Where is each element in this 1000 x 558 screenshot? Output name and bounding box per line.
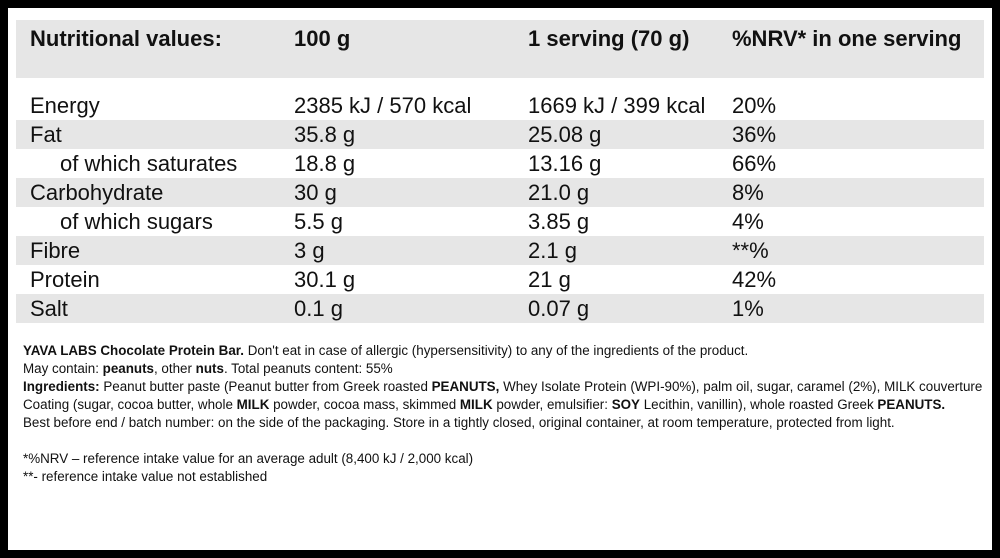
row-serving: 13.16 g	[528, 151, 602, 176]
storage-info: Best before end / batch number: on the s…	[23, 415, 895, 430]
allergen-peanuts: PEANUTS,	[431, 379, 500, 394]
allergen-nuts: nuts	[195, 361, 224, 376]
allergen-milk: MILK	[236, 397, 270, 412]
row-per100: 3 g	[294, 238, 325, 263]
row-name: Fat	[30, 122, 62, 147]
table-row-carbohydrate: Carbohydrate 30 g 21.0 g 8%	[16, 178, 984, 207]
spacer	[23, 432, 983, 450]
header-nutritional-values: Nutritional values:	[30, 26, 222, 51]
row-per100: 0.1 g	[294, 296, 343, 321]
table-header: Nutritional values: 100 g 1 serving (70 …	[16, 20, 984, 78]
label-notes: YAVA LABS Chocolate Protein Bar. Don't e…	[23, 342, 983, 486]
header-nrv: %NRV* in one serving	[732, 26, 962, 51]
row-per100: 5.5 g	[294, 209, 343, 234]
row-serving: 21 g	[528, 267, 571, 292]
ingredients: Ingredients: Peanut butter paste (Peanut…	[23, 378, 983, 414]
nutrition-label: Nutritional values: 100 g 1 serving (70 …	[8, 8, 992, 550]
row-per100: 30 g	[294, 180, 337, 205]
table-row-saturates: of which saturates 18.8 g 13.16 g 66%	[16, 149, 984, 178]
table-row-fibre: Fibre 3 g 2.1 g **%	[16, 236, 984, 265]
row-name: Energy	[30, 93, 100, 118]
row-serving: 3.85 g	[528, 209, 590, 234]
row-nrv: 42%	[732, 267, 777, 292]
row-nrv: 1%	[732, 296, 764, 321]
row-nrv: **%	[732, 238, 769, 263]
ingredients-text: powder, cocoa mass, skimmed	[269, 397, 460, 412]
row-per100: 18.8 g	[294, 151, 356, 176]
row-serving: 0.07 g	[528, 296, 590, 321]
row-nrv: 36%	[732, 122, 777, 147]
row-serving: 25.08 g	[528, 122, 602, 147]
row-name: Carbohydrate	[30, 180, 164, 205]
ingredients-text: Whey Isolate Protein (WPI-90%), palm oil…	[23, 379, 983, 412]
product-line: YAVA LABS Chocolate Protein Bar. Don't e…	[23, 342, 983, 360]
ingredients-text: Lecithin, vanillin), whole roasted Greek	[639, 397, 878, 412]
may-contain-prefix: May contain:	[23, 361, 103, 376]
footnote-nrv: *%NRV – reference intake value for an av…	[23, 451, 474, 466]
row-nrv: 8%	[732, 180, 764, 205]
row-serving: 21.0 g	[528, 180, 590, 205]
footnote-not-established: **- reference intake value not establish…	[23, 469, 268, 484]
row-name: Fibre	[30, 238, 81, 263]
table-row-salt: Salt 0.1 g 0.07 g 1%	[16, 294, 984, 323]
table-row-protein: Protein 30.1 g 21 g 42%	[16, 265, 984, 294]
table-gap	[16, 78, 984, 91]
product-name: YAVA LABS Chocolate Protein Bar.	[23, 343, 244, 358]
row-nrv: 4%	[732, 209, 764, 234]
nutrition-table: Nutritional values: 100 g 1 serving (70 …	[16, 20, 984, 323]
allergy-warning: Don't eat in case of allergic (hypersens…	[244, 343, 749, 358]
row-serving: 2.1 g	[528, 238, 577, 263]
row-per100: 2385 kJ / 570 kcal	[294, 93, 472, 118]
ingredients-text: powder, emulsifier:	[492, 397, 612, 412]
may-contain-line: May contain: peanuts, other nuts. Total …	[23, 360, 983, 378]
ingredients-label: Ingredients:	[23, 379, 100, 394]
header-100g: 100 g	[294, 26, 351, 51]
allergen-peanuts: PEANUTS.	[877, 397, 946, 412]
table-row-sugars: of which sugars 5.5 g 3.85 g 4%	[16, 207, 984, 236]
allergen-peanuts: peanuts	[102, 361, 154, 376]
row-name: of which saturates	[60, 151, 238, 176]
peanut-content: . Total peanuts content: 55%	[223, 361, 393, 376]
row-name: of which sugars	[60, 209, 213, 234]
table-row-energy: Energy 2385 kJ / 570 kcal 1669 kJ / 399 …	[16, 91, 984, 120]
table-row-fat: Fat 35.8 g 25.08 g 36%	[16, 120, 984, 149]
row-nrv: 66%	[732, 151, 777, 176]
row-nrv: 20%	[732, 93, 777, 118]
row-serving: 1669 kJ / 399 kcal	[528, 93, 706, 118]
header-serving: 1 serving (70 g)	[528, 26, 690, 51]
row-per100: 30.1 g	[294, 267, 356, 292]
may-contain-mid: , other	[153, 361, 196, 376]
ingredients-text: Peanut butter paste (Peanut butter from …	[99, 379, 432, 394]
row-name: Protein	[30, 267, 100, 292]
allergen-soy: SOY	[611, 397, 640, 412]
row-name: Salt	[30, 296, 68, 321]
row-per100: 35.8 g	[294, 122, 356, 147]
allergen-milk: MILK	[459, 397, 493, 412]
